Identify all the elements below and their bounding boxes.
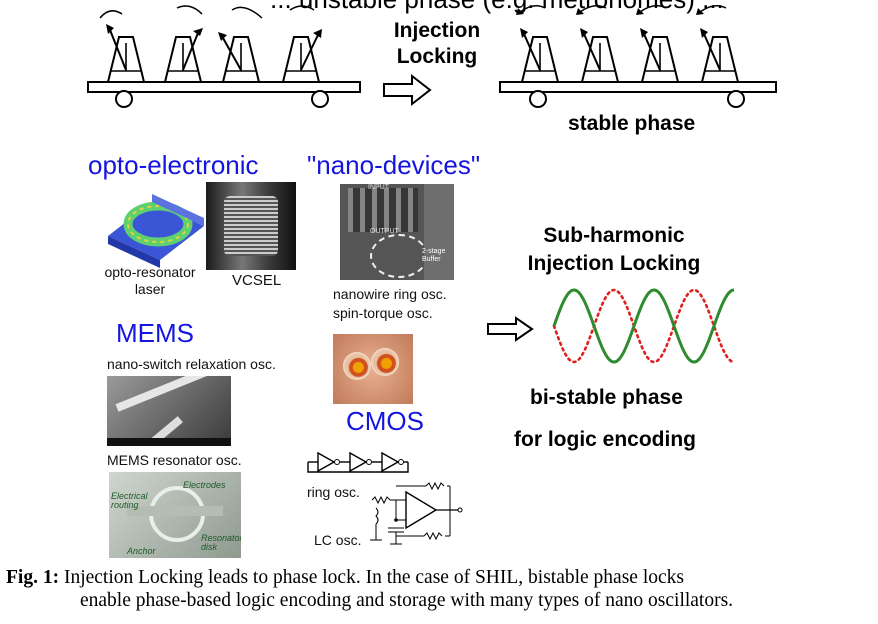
caption-text-line2: enable phase-based logic encoding and st…	[80, 590, 734, 611]
caption-line1: Fig. 1: Injection Locking leads to phase…	[6, 566, 876, 589]
nano-switch-image	[107, 376, 231, 446]
label-ring-osc: ring osc.	[307, 484, 360, 500]
ring-osc-schematic	[307, 451, 409, 473]
injection-arrow	[383, 73, 432, 107]
injection-label-line1: Injection	[393, 19, 481, 42]
bistable-label: bi-stable phase	[530, 386, 683, 409]
label-spin-torque: spin-torque osc.	[333, 305, 433, 321]
image-label-electrical-routing: Electrical routing	[111, 491, 148, 510]
logic-label: for logic encoding	[514, 428, 696, 451]
shil-title: Sub-harmonic Injection Locking	[486, 222, 742, 278]
nanowire-ring-image: INPUT OUTPUT 2-stage Buffer	[340, 184, 454, 280]
spin-torque-image	[333, 334, 413, 404]
injection-locking-label: Injection Locking	[372, 18, 502, 70]
wave-green-solid	[552, 288, 735, 364]
right-metronome-platform	[499, 5, 777, 108]
bistable-waveform	[552, 288, 736, 364]
metronome-diagram: ... unstable phase (e.g. metronomes) ...	[87, 0, 777, 108]
mems-resonator-image: Electrical routing Electrodes Anchor Res…	[109, 472, 241, 558]
image-label-buffer: 2-stage Buffer	[422, 248, 446, 263]
label-lc-osc: LC osc.	[314, 532, 362, 548]
label-nano-switch: nano-switch relaxation osc.	[107, 356, 276, 372]
shil-title-line2: Injection Locking	[527, 252, 701, 275]
category-opto: opto-electronic	[88, 150, 259, 180]
stable-phase-label: stable phase	[568, 112, 696, 135]
image-label-resonator-disk: Resonator disk	[201, 533, 241, 552]
category-nano: "nano-devices"	[307, 150, 481, 180]
left-metronome-platform	[87, 5, 361, 108]
opto-resonator-image	[108, 194, 204, 268]
label-opto-resonator: opto-resonator laser	[104, 264, 196, 297]
image-label-electrodes: Electrodes	[183, 480, 226, 490]
label-vcsel: VCSEL	[232, 272, 282, 289]
caption-text-line1: Injection Locking leads to phase lock. I…	[63, 567, 684, 588]
label-mems-resonator: MEMS resonator osc.	[107, 452, 242, 468]
vcsel-image	[206, 182, 296, 270]
image-label-output: OUTPUT	[370, 228, 399, 235]
figure-caption: Fig. 1: Injection Locking leads to phase…	[6, 566, 876, 612]
shil-title-line1: Sub-harmonic	[543, 224, 685, 247]
caption-label: Fig. 1:	[6, 567, 60, 588]
lc-osc-schematic	[370, 481, 463, 545]
category-cmos: CMOS	[346, 406, 424, 436]
category-mems: MEMS	[116, 318, 194, 348]
injection-label-line2: Locking	[396, 45, 478, 68]
label-nanowire: nanowire ring osc.	[333, 286, 447, 302]
top-heading: ... unstable phase (e.g. metronomes) ...	[270, 0, 724, 14]
image-label-input: INPUT	[368, 184, 389, 191]
wave-red-dotted	[552, 288, 736, 364]
shil-arrow	[487, 316, 534, 342]
image-label-anchor: Anchor	[127, 546, 156, 556]
